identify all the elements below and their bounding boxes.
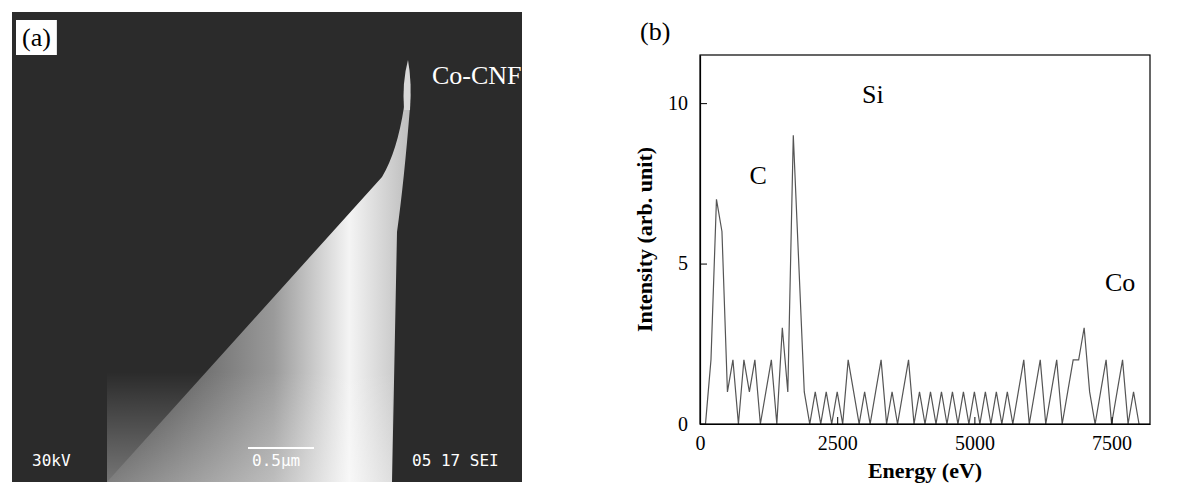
sem-panel: (a) Co-CNF 30kV 0.5µm 05 17 SEI	[12, 12, 522, 482]
x-tick-mark	[974, 417, 975, 424]
info-text: 0.5µm	[252, 451, 300, 470]
spectrum-line	[700, 135, 1139, 424]
plot-area	[700, 135, 1139, 424]
chart-panel: (b) 0 2500 5000 7500 0 5 10 Energy (eV) Intensity…	[632, 17, 1151, 483]
figure: (a) Co-CNF 30kV 0.5µm 05 17 SEI (b) 0 2500 5000 7…	[0, 0, 1192, 494]
x-tick-label: 5000	[955, 432, 995, 454]
info-text: 05 17 SEI	[412, 451, 499, 470]
scale-bar	[248, 447, 314, 449]
x-tick-mark	[837, 417, 838, 424]
nanofiber	[404, 60, 411, 110]
x-tick: 2500	[818, 417, 858, 454]
y-tick-mark	[700, 103, 707, 104]
x-tick: 7500	[1092, 417, 1132, 454]
y-axis-line	[700, 56, 701, 425]
info-text: 30kV	[32, 451, 71, 470]
y-tick-label: 10	[668, 92, 688, 114]
x-tick: 5000	[955, 417, 995, 454]
y-tick: 5	[678, 252, 707, 274]
x-tick-label: 2500	[818, 432, 858, 454]
y-axis: 0 5 10	[668, 56, 707, 435]
panel-label: (b)	[640, 17, 670, 46]
x-tick-mark	[1112, 417, 1113, 424]
sem-background	[12, 12, 522, 482]
y-tick: 10	[668, 92, 707, 114]
tip-cone	[107, 107, 410, 482]
peak-label: Co	[1105, 268, 1135, 297]
y-tick-label: 0	[678, 413, 688, 435]
panel-label: (a)	[22, 23, 51, 52]
annotation: Co-CNF	[432, 61, 522, 90]
y-tick-mark	[700, 264, 707, 265]
x-axis-line	[701, 424, 1151, 425]
x-tick-label: 7500	[1092, 432, 1132, 454]
peak-label: C	[750, 161, 767, 190]
panel-label-box	[16, 20, 57, 55]
x-tick-label: 0	[696, 432, 706, 454]
x-axis: 0 2500 5000 7500	[696, 417, 1151, 454]
y-tick-label: 5	[678, 252, 688, 274]
plot-frame	[700, 55, 1150, 424]
x-axis-title: Energy (eV)	[868, 458, 982, 483]
y-axis-title: Intensity (arb. unit)	[632, 147, 657, 332]
peak-label: Si	[862, 80, 884, 109]
y-tick-mark	[700, 424, 707, 425]
y-tick: 0	[678, 413, 707, 435]
tip-glow	[107, 372, 392, 482]
